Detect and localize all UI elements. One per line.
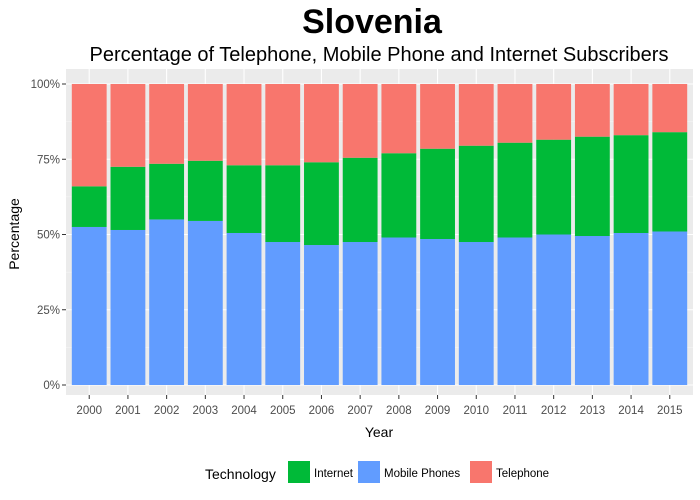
y-tick-label: 100%	[31, 79, 60, 91]
x-tick-label: 2005	[270, 405, 296, 417]
bar-mobile-phones-2009	[420, 239, 455, 385]
bar-internet-2003	[187, 160, 223, 221]
bars	[71, 84, 688, 385]
bar-internet-2002	[149, 163, 185, 220]
bar-telephone-2015	[652, 84, 688, 133]
bar-telephone-2007	[342, 84, 378, 158]
y-axis-ticks: 0% 25% 50% 75% 100%	[31, 79, 66, 392]
y-tick-label: 0%	[43, 380, 60, 392]
bar-mobile-phones-2013	[574, 236, 610, 385]
bar-mobile-phones-2011	[497, 237, 533, 385]
y-axis-label: Percentage	[6, 198, 22, 270]
bar-internet-2007	[342, 157, 378, 243]
x-tick-label: 2012	[541, 405, 567, 417]
bar-mobile-phones-2010	[458, 242, 494, 385]
bar-internet-2004	[226, 165, 262, 233]
bar-mobile-phones-2003	[187, 220, 223, 385]
bar-internet-2012	[536, 139, 572, 235]
bar-telephone-2001	[110, 84, 146, 167]
bar-telephone-2009	[420, 84, 455, 149]
bar-internet-2006	[304, 162, 339, 246]
x-tick-label: 2003	[193, 405, 219, 417]
bar-telephone-2004	[226, 84, 262, 166]
bar-telephone-2002	[149, 84, 185, 164]
x-tick-label: 2002	[154, 405, 180, 417]
legend-key-internet	[288, 461, 310, 483]
bar-telephone-2003	[187, 84, 223, 161]
bar-internet-2008	[381, 153, 417, 238]
bar-mobile-phones-2015	[652, 231, 688, 385]
y-tick-label: 75%	[37, 154, 60, 166]
x-tick-label: 2004	[231, 405, 257, 417]
legend-label-mobile-phones: Mobile Phones	[384, 468, 460, 480]
bar-internet-2001	[110, 166, 146, 230]
y-tick-label: 50%	[37, 230, 60, 242]
bar-mobile-phones-2014	[613, 232, 649, 385]
x-axis-label: Year	[365, 424, 394, 440]
x-tick-label: 2001	[115, 405, 141, 417]
x-tick-label: 2015	[657, 405, 683, 417]
x-tick-label: 2013	[580, 405, 606, 417]
bar-internet-2009	[420, 148, 455, 240]
bar-mobile-phones-2005	[265, 242, 301, 385]
legend-label-internet: Internet	[314, 468, 354, 480]
bar-telephone-2014	[613, 84, 649, 136]
bar-telephone-2012	[536, 84, 572, 140]
x-tick-label: 2007	[347, 405, 373, 417]
bar-mobile-phones-2002	[149, 219, 185, 385]
bar-telephone-2005	[265, 84, 301, 166]
x-axis-ticks: 2000 2001 2002 2003 2004 2005 2006 2007 2008 2009…	[76, 395, 683, 417]
x-tick-label: 2000	[76, 405, 102, 417]
chart-subtitle: Percentage of Telephone, Mobile Phone an…	[90, 44, 669, 66]
bar-telephone-2011	[497, 84, 533, 143]
x-tick-label: 2006	[309, 405, 335, 417]
bar-mobile-phones-2000	[71, 226, 107, 385]
x-tick-label: 2014	[618, 405, 644, 417]
bar-internet-2010	[458, 145, 494, 243]
x-tick-label: 2008	[386, 405, 412, 417]
legend-title: Technology	[205, 466, 276, 482]
bar-internet-2014	[613, 135, 649, 233]
bar-mobile-phones-2007	[342, 242, 378, 385]
bar-telephone-2000	[71, 84, 107, 187]
bar-mobile-phones-2004	[226, 232, 262, 385]
bar-mobile-phones-2006	[304, 245, 339, 385]
bar-mobile-phones-2012	[536, 234, 572, 385]
bar-telephone-2008	[381, 84, 417, 154]
bar-internet-2011	[497, 142, 533, 238]
bar-internet-2015	[652, 132, 688, 232]
bar-telephone-2013	[574, 84, 610, 137]
x-tick-label: 2011	[503, 405, 528, 417]
x-tick-label: 2009	[425, 405, 451, 417]
bar-telephone-2010	[458, 84, 494, 146]
bar-mobile-phones-2008	[381, 237, 417, 385]
legend: Technology Internet Mobile Phones Telephon…	[205, 461, 549, 483]
bar-internet-2005	[265, 165, 301, 243]
y-tick-label: 25%	[37, 305, 60, 317]
chart-title: Slovenia	[302, 3, 443, 41]
bar-internet-2013	[574, 136, 610, 237]
bar-telephone-2006	[304, 84, 339, 163]
x-tick-label: 2010	[463, 405, 489, 417]
bar-mobile-phones-2001	[110, 229, 146, 385]
legend-label-telephone: Telephone	[496, 468, 549, 480]
bar-internet-2000	[71, 186, 107, 227]
legend-key-telephone	[470, 461, 492, 483]
legend-key-mobile-phones	[358, 461, 380, 483]
